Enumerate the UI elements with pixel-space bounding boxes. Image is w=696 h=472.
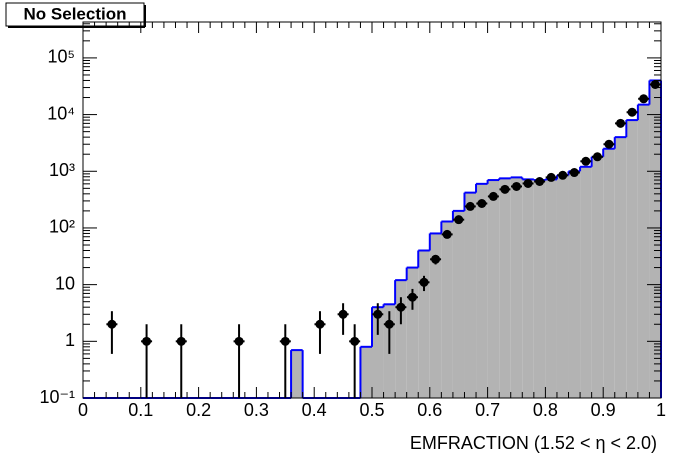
data-point — [350, 336, 360, 346]
histogram-bar — [533, 180, 546, 398]
histogram-bar — [580, 166, 592, 398]
data-point — [384, 319, 394, 329]
histogram-bar — [360, 346, 372, 398]
y-tick-label: 1 — [65, 330, 75, 350]
y-tick-label: 10⁵ — [48, 47, 75, 67]
histogram-bar — [476, 183, 488, 398]
y-tick-label: 10⁴ — [47, 103, 75, 123]
y-tick-label: 10⁻¹ — [39, 387, 75, 407]
data-point — [234, 336, 244, 346]
x-tick-label: 0.6 — [417, 400, 442, 420]
data-point — [407, 292, 417, 302]
x-axis-label: EMFRACTION (1.52 < η < 2.0) — [410, 433, 657, 453]
data-point — [488, 191, 498, 201]
y-tick-label: 10 — [55, 273, 75, 293]
data-point — [442, 229, 452, 239]
data-point — [592, 152, 602, 162]
data-point — [454, 215, 464, 225]
data-point — [477, 199, 487, 209]
histogram-bar — [372, 307, 384, 398]
chart-title: No Selection — [24, 4, 127, 23]
histogram-bar — [637, 104, 650, 399]
histogram-bar — [487, 180, 500, 398]
x-tick-label: 0.3 — [244, 400, 269, 420]
histogram-bar — [545, 179, 557, 398]
data-point — [142, 336, 152, 346]
x-tick-label: 0.4 — [302, 400, 327, 420]
data-point — [419, 277, 429, 287]
histogram-bar — [291, 350, 303, 398]
data-point — [176, 336, 186, 346]
data-point — [569, 168, 579, 178]
histogram-bar — [464, 192, 477, 398]
data-point — [627, 107, 637, 117]
data-point — [558, 170, 568, 180]
histogram-bar — [626, 120, 638, 399]
data-point — [373, 309, 383, 319]
data-point — [535, 176, 545, 186]
data-point — [107, 319, 117, 329]
x-tick-label: 0.5 — [359, 400, 384, 420]
x-tick-label: 0.1 — [128, 400, 153, 420]
data-point — [338, 309, 348, 319]
x-tick-label: 0.7 — [475, 400, 500, 420]
y-tick-label: 10² — [49, 217, 75, 237]
data-point — [650, 79, 660, 89]
data-point — [639, 94, 649, 104]
histogram-bar — [568, 171, 581, 398]
histogram-bar — [603, 148, 615, 398]
histogram-bar — [452, 210, 465, 398]
x-tick-label: 0.2 — [186, 400, 211, 420]
histogram-bar — [441, 221, 453, 398]
histogram-bar — [406, 267, 419, 398]
histogram-bar — [510, 177, 523, 398]
histogram-bar — [556, 175, 569, 398]
x-tick-label: 0 — [78, 400, 88, 420]
data-point — [396, 302, 406, 312]
histogram-bar — [522, 179, 534, 398]
x-tick-label: 0.8 — [533, 400, 558, 420]
y-tick-label: 10³ — [49, 160, 75, 180]
data-point — [604, 139, 614, 149]
data-point — [523, 178, 533, 188]
histogram-bar — [418, 250, 430, 398]
histogram-bar — [499, 178, 511, 398]
data-point — [512, 181, 521, 191]
data-point — [546, 172, 556, 182]
data-point — [500, 184, 510, 194]
x-tick-label: 1 — [656, 400, 666, 420]
histogram-bar — [649, 80, 661, 399]
data-point — [431, 254, 441, 264]
data-point — [315, 319, 325, 329]
data-point — [280, 336, 290, 346]
data-point — [616, 118, 626, 128]
data-point — [465, 201, 475, 211]
histogram-bar — [591, 156, 604, 398]
histogram-bar — [614, 137, 627, 398]
x-tick-label: 0.9 — [591, 400, 616, 420]
histogram-bar — [395, 280, 407, 398]
data-point — [581, 156, 591, 166]
histogram-bar — [429, 233, 442, 398]
